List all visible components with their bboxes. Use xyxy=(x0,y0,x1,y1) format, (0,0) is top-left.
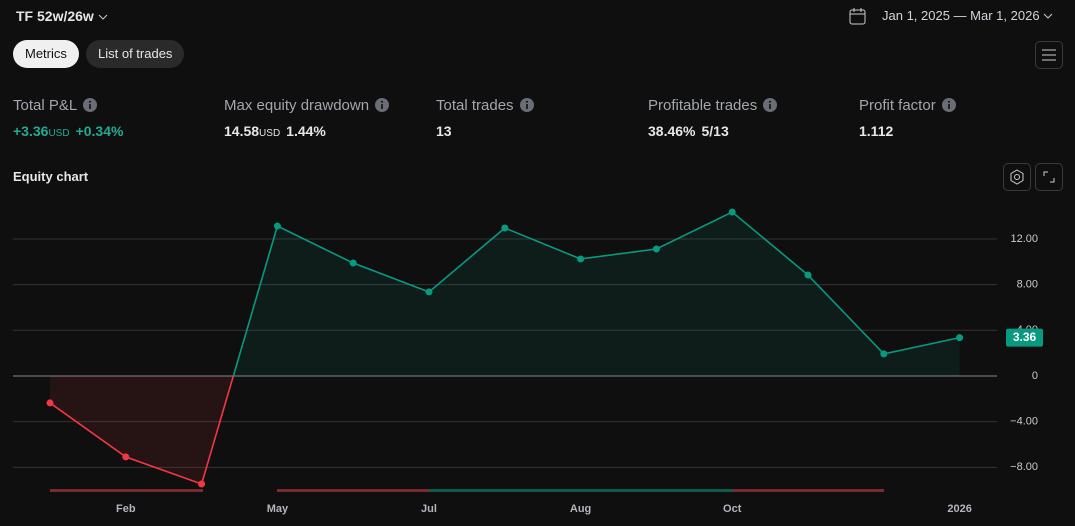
info-icon[interactable] xyxy=(941,98,956,112)
date-range[interactable]: Jan 1, 2025 — Mar 1, 2026 xyxy=(882,8,1053,23)
equity-point xyxy=(122,453,130,461)
unit: USD xyxy=(259,128,281,139)
last-value-tag xyxy=(1006,328,1043,347)
expand-icon xyxy=(1043,171,1055,183)
metric-label-text: Total P&L xyxy=(13,96,78,114)
metric-label: Profit factor xyxy=(859,95,956,115)
info-glyph xyxy=(769,104,772,109)
info-glyph xyxy=(89,104,92,109)
value-extra: 1.44% xyxy=(286,123,326,139)
calendar-icon[interactable] xyxy=(848,6,868,26)
metric-value: 38.46% 5/13 xyxy=(648,123,777,139)
equity-point xyxy=(577,255,585,263)
value: +3.36 xyxy=(13,123,49,139)
strategy-name: TF 52w/26w xyxy=(16,8,94,24)
date-range-text: Jan 1, 2025 — Mar 1, 2026 xyxy=(882,8,1040,23)
equity-point xyxy=(652,245,660,253)
x-tick-label: Feb xyxy=(116,503,136,515)
metric: Profit factor 1.112 xyxy=(859,95,956,139)
equity-point xyxy=(349,259,357,267)
equity-point xyxy=(198,480,206,488)
period-band xyxy=(733,489,884,492)
period-band xyxy=(50,489,203,492)
info-glyph xyxy=(381,104,383,109)
value: 14.58 xyxy=(224,123,260,139)
metric-value: 1.112 xyxy=(859,123,956,139)
metric-value: 14.58USD 1.44% xyxy=(224,123,389,139)
tab[interactable]: List of trades xyxy=(86,40,185,68)
metric-label: Total P&L xyxy=(13,95,123,115)
metric-label-text: Profit factor xyxy=(859,96,936,114)
info-icon[interactable] xyxy=(763,98,778,112)
settings-button[interactable] xyxy=(1003,163,1031,191)
menu-button[interactable] xyxy=(1035,41,1063,69)
period-band xyxy=(277,489,429,492)
info-dot xyxy=(769,100,772,103)
info-dot xyxy=(525,100,528,103)
info-glyph xyxy=(947,104,950,109)
metric: Profitable trades 38.46% 5/13 xyxy=(648,95,778,139)
y-tick-label: −4.00 xyxy=(1010,416,1038,428)
info-dot xyxy=(947,100,950,103)
expand-button[interactable] xyxy=(1035,163,1063,191)
metric-label: Total trades xyxy=(436,95,534,115)
metric: Total P&L +3.36USD +0.34% xyxy=(13,95,123,140)
equity-point xyxy=(273,222,281,230)
x-tick-label: Aug xyxy=(570,503,591,515)
value: 1.112 xyxy=(859,123,894,139)
metric-label-text: Total trades xyxy=(436,96,514,114)
settings-icon xyxy=(1010,169,1024,185)
equity-point xyxy=(501,224,509,232)
chevron xyxy=(98,14,108,20)
menu-icon xyxy=(1042,49,1056,61)
info-glyph xyxy=(525,104,528,109)
metric-label: Profitable trades xyxy=(648,95,778,115)
metric-label-text: Max equity drawdown xyxy=(224,96,370,114)
equity-area xyxy=(50,212,960,484)
value-extra: +0.34% xyxy=(75,123,124,139)
info-icon[interactable] xyxy=(375,98,390,112)
y-tick-label: 8.00 xyxy=(1017,279,1038,291)
value: 38.46% xyxy=(648,123,696,139)
tab[interactable]: Metrics xyxy=(13,40,79,68)
info-icon[interactable] xyxy=(83,98,98,112)
metric-label-text: Profitable trades xyxy=(648,96,758,114)
chart-title: Equity chart xyxy=(13,169,89,184)
y-tick-label: 0 xyxy=(1032,370,1038,382)
x-tick-label: Jul xyxy=(421,503,437,515)
chevron xyxy=(1043,13,1053,19)
x-tick-label: 2026 xyxy=(947,503,971,515)
value: 13 xyxy=(436,123,452,139)
equity-point xyxy=(728,208,736,216)
equity-point xyxy=(804,271,812,279)
info-dot xyxy=(381,100,384,103)
unit: USD xyxy=(48,128,70,139)
y-tick-label: −8.00 xyxy=(1010,461,1038,473)
info-dot xyxy=(89,100,92,103)
metric: Max equity drawdown 14.58USD 1.44% xyxy=(224,95,390,139)
info-icon[interactable] xyxy=(519,98,534,112)
metric-value: +3.36USD +0.34% xyxy=(13,123,123,139)
metric: Total trades 13 xyxy=(436,95,534,139)
y-tick-label: 12.00 xyxy=(1010,233,1038,245)
period-band xyxy=(429,489,733,492)
last-value-label: 3.36 xyxy=(1013,330,1037,344)
metric-value: 13 xyxy=(436,123,534,139)
equity-point xyxy=(956,334,964,342)
x-tick-label: May xyxy=(267,503,289,515)
value-extra: 5/13 xyxy=(701,123,729,139)
x-tick-label: Oct xyxy=(723,503,742,515)
strategy-selector[interactable]: TF 52w/26w xyxy=(16,8,108,24)
equity-point xyxy=(46,399,54,407)
equity-point xyxy=(880,350,888,358)
equity-point xyxy=(425,288,433,296)
metric-label: Max equity drawdown xyxy=(224,95,390,115)
